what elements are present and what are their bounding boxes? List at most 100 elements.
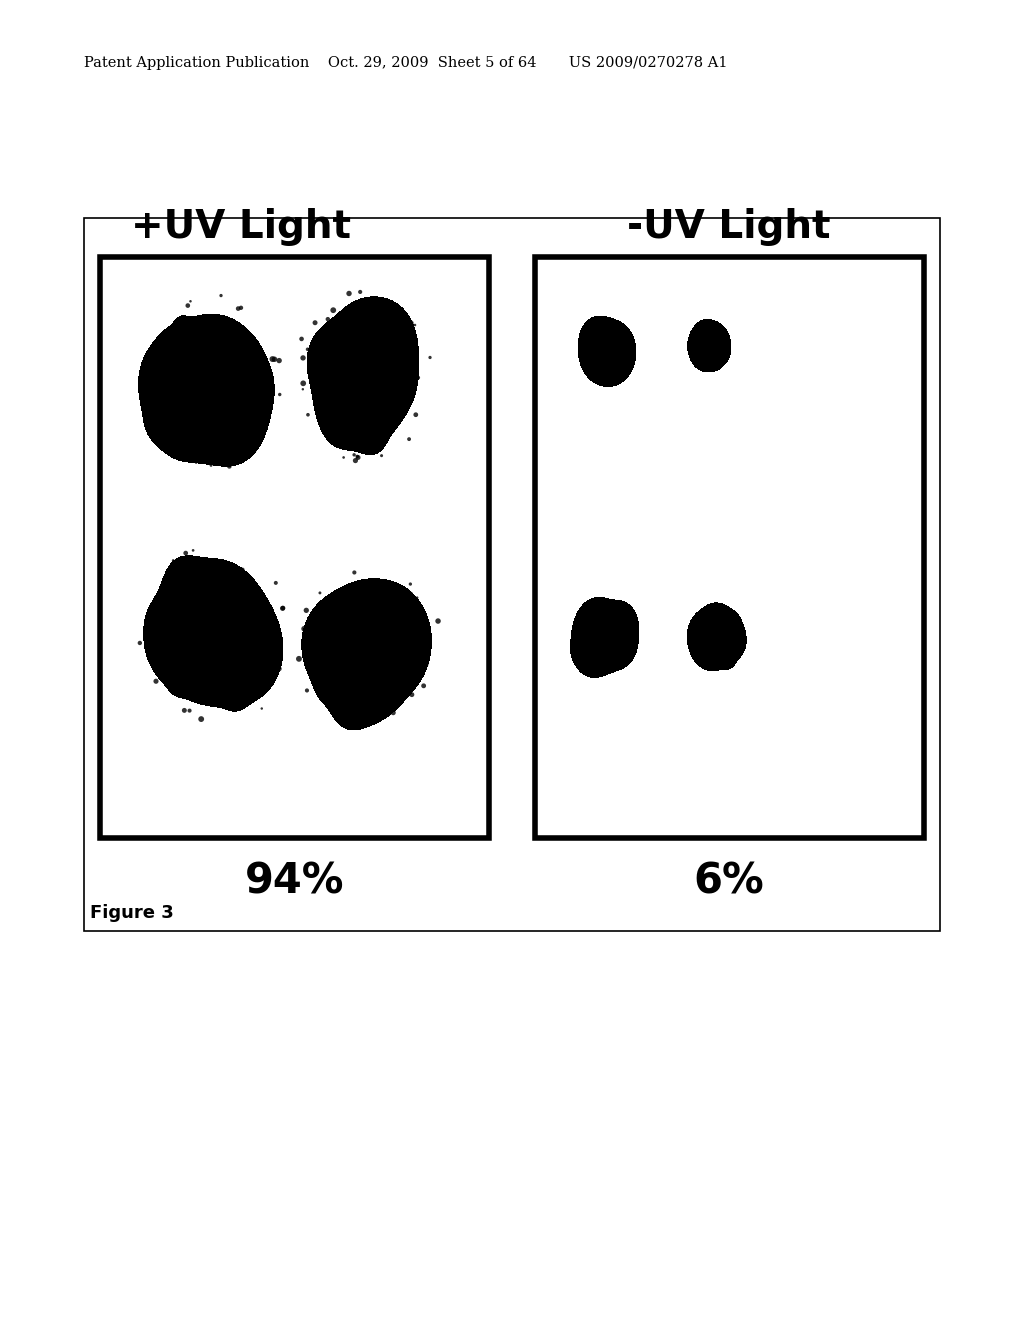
Bar <box>535 257 924 838</box>
Point <box>267 573 284 594</box>
Point <box>148 409 165 430</box>
Point <box>221 455 238 477</box>
Point <box>161 586 177 607</box>
Point <box>325 425 341 446</box>
Point <box>151 378 167 399</box>
Bar <box>84 218 940 931</box>
Point <box>166 682 182 704</box>
Point <box>352 281 369 302</box>
Point <box>261 675 278 696</box>
Point <box>407 314 423 335</box>
Point <box>203 455 219 477</box>
Point <box>157 576 173 597</box>
Point <box>255 597 271 618</box>
Point <box>375 700 391 721</box>
Point <box>156 413 172 434</box>
Point <box>316 671 333 692</box>
Point <box>408 404 424 425</box>
Point <box>385 302 401 323</box>
Point <box>151 371 167 392</box>
Point <box>205 309 221 330</box>
Point <box>430 610 446 631</box>
Point <box>169 564 185 585</box>
Point <box>350 447 367 469</box>
Text: 94%: 94% <box>245 861 345 903</box>
Point <box>291 648 307 669</box>
Point <box>296 618 312 639</box>
Point <box>263 619 280 640</box>
Point <box>262 628 279 649</box>
Point <box>181 700 198 721</box>
Point <box>316 615 333 636</box>
Point <box>300 404 316 425</box>
Point <box>212 689 228 710</box>
Point <box>266 348 283 370</box>
Point <box>167 326 183 347</box>
Point <box>409 587 425 609</box>
Point <box>254 698 270 719</box>
Point <box>341 282 357 304</box>
Point <box>346 296 362 317</box>
Point <box>316 672 333 693</box>
Point <box>359 441 376 462</box>
Point <box>381 686 397 708</box>
Point <box>338 425 354 446</box>
Point <box>234 560 251 581</box>
Point <box>239 568 255 589</box>
Point <box>260 615 276 636</box>
Point <box>304 636 321 657</box>
Point <box>176 700 193 721</box>
Point <box>374 445 390 466</box>
Point <box>264 348 281 370</box>
Point <box>395 587 412 609</box>
Point <box>213 552 229 573</box>
Point <box>140 403 157 424</box>
Point <box>271 659 288 680</box>
Point <box>319 309 336 330</box>
Point <box>188 451 205 473</box>
Point <box>304 634 321 655</box>
Point <box>336 447 352 469</box>
Point <box>232 318 249 339</box>
Point <box>410 367 426 388</box>
Point <box>179 294 196 315</box>
Point <box>155 411 171 432</box>
Point <box>422 347 438 368</box>
Point <box>295 379 311 400</box>
Point <box>362 292 379 313</box>
Text: Patent Application Publication    Oct. 29, 2009  Sheet 5 of 64       US 2009/027: Patent Application Publication Oct. 29, … <box>84 57 727 70</box>
Text: 6%: 6% <box>693 861 765 903</box>
Point <box>232 297 249 318</box>
Point <box>271 350 288 371</box>
Point <box>271 384 288 405</box>
Point <box>412 635 428 656</box>
Point <box>232 325 249 346</box>
Point <box>254 380 270 401</box>
Point <box>293 329 309 350</box>
Point <box>359 296 376 317</box>
Point <box>147 671 164 692</box>
Point <box>193 709 209 730</box>
Point <box>298 599 314 620</box>
Point <box>403 684 420 705</box>
Point <box>311 582 328 603</box>
Point <box>185 540 202 561</box>
Point <box>228 681 245 702</box>
Point <box>398 306 415 327</box>
Point <box>246 678 262 700</box>
Point <box>295 347 311 368</box>
Point <box>246 440 262 461</box>
Point <box>397 585 414 606</box>
Point <box>274 598 291 619</box>
Point <box>258 673 274 694</box>
Point <box>142 359 159 380</box>
Point <box>357 574 374 595</box>
Point <box>257 366 273 387</box>
Bar <box>100 257 489 838</box>
Point <box>177 543 194 564</box>
Point <box>402 573 419 594</box>
Text: -UV Light: -UV Light <box>628 209 830 246</box>
Point <box>164 564 180 585</box>
Point <box>154 623 170 644</box>
Point <box>325 317 341 338</box>
